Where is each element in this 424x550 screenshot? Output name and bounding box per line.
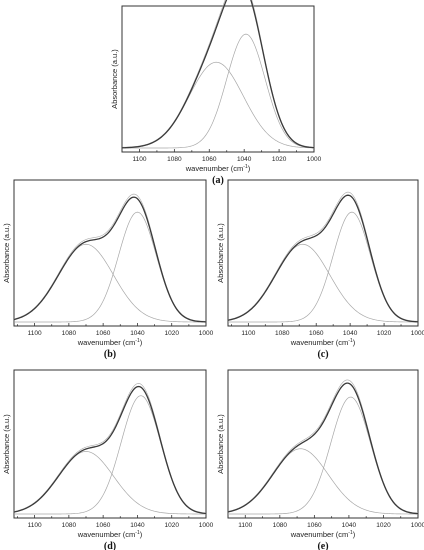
x-tick-label: 1060 bbox=[309, 330, 324, 337]
x-tick-label: 1040 bbox=[130, 522, 145, 529]
x-tick-label: 1000 bbox=[199, 522, 214, 529]
x-tick-label: 1000 bbox=[411, 522, 424, 529]
x-tick-label: 1020 bbox=[164, 522, 179, 529]
x-tick-label: 1000 bbox=[199, 330, 214, 337]
y-axis-label: Absorbance (a.u.) bbox=[110, 49, 119, 109]
x-tick-label: 1020 bbox=[377, 330, 392, 337]
plot-frame bbox=[121, 5, 315, 153]
x-tick-label: 1060 bbox=[96, 330, 111, 337]
measured-spectrum bbox=[227, 194, 419, 323]
panel-c: 1100 1080 1060 1040 1020 1000 wavenumber (cm-1… bbox=[216, 179, 424, 360]
panel-a: 1100 1080 1060 1040 1020 1000 wavenumber (cm-1… bbox=[110, 0, 322, 186]
x-tick-label: 1000 bbox=[411, 330, 424, 337]
x-tick-label: 1100 bbox=[241, 330, 255, 337]
panel-label: (c) bbox=[317, 349, 328, 360]
x-tick-label: 1040 bbox=[343, 330, 358, 337]
x-axis-label: wavenumber (cm-1) bbox=[77, 530, 143, 539]
y-axis-label: Absorbance (a.u.) bbox=[2, 414, 11, 474]
y-axis-label: Absorbance (a.u.) bbox=[2, 223, 11, 283]
x-axis-label: wavenumber (cm-1) bbox=[77, 338, 143, 347]
x-tick-label: 1080 bbox=[167, 156, 182, 163]
measured-spectrum bbox=[13, 196, 207, 323]
panel-b: 1100 1080 1060 1040 1020 1000 wavenumber (cm-1… bbox=[2, 179, 214, 360]
x-tick-label: 1080 bbox=[273, 522, 288, 529]
measured-spectrum bbox=[227, 382, 419, 515]
x-tick-label: 1020 bbox=[164, 330, 179, 337]
x-tick-label: 1100 bbox=[28, 330, 42, 337]
x-tick-label: 1020 bbox=[272, 156, 287, 163]
plot-frame bbox=[13, 179, 207, 327]
y-axis-label: Absorbance (a.u.) bbox=[216, 414, 225, 474]
panel-d: 1100 1080 1060 1040 1020 1000 wavenumber (cm-1… bbox=[2, 369, 214, 550]
panel-label: (a) bbox=[212, 175, 224, 186]
x-tick-label: 1020 bbox=[376, 522, 391, 529]
x-axis-label: wavenumber (cm-1) bbox=[290, 530, 356, 539]
x-tick-label: 1040 bbox=[130, 330, 145, 337]
plot-frame bbox=[227, 369, 419, 519]
component-band-2 bbox=[122, 33, 315, 149]
x-tick-label: 1000 bbox=[307, 156, 322, 163]
x-tick-label: 1100 bbox=[28, 522, 42, 529]
x-tick-label: 1100 bbox=[132, 156, 146, 163]
panel-e: 1100 1080 1060 1040 1020 1000 wavenumber (cm-1… bbox=[216, 369, 424, 550]
x-tick-label: 1080 bbox=[62, 330, 77, 337]
x-tick-label: 1040 bbox=[342, 522, 357, 529]
measured-spectrum bbox=[121, 0, 315, 149]
x-axis-label: wavenumber (cm-1) bbox=[290, 338, 356, 347]
x-tick-label: 1060 bbox=[96, 522, 111, 529]
y-axis-label: Absorbance (a.u.) bbox=[216, 223, 225, 283]
panel-label: (e) bbox=[317, 541, 328, 550]
x-tick-label: 1060 bbox=[307, 522, 322, 529]
x-tick-label: 1060 bbox=[202, 156, 217, 163]
x-tick-label: 1080 bbox=[62, 522, 77, 529]
measured-spectrum bbox=[13, 385, 207, 515]
x-tick-label: 1040 bbox=[237, 156, 252, 163]
x-axis-label: wavenumber (cm-1) bbox=[185, 164, 251, 173]
x-tick-label: 1100 bbox=[238, 522, 252, 529]
panel-label: (b) bbox=[104, 349, 116, 360]
panel-label: (d) bbox=[104, 541, 116, 550]
x-tick-label: 1080 bbox=[275, 330, 290, 337]
